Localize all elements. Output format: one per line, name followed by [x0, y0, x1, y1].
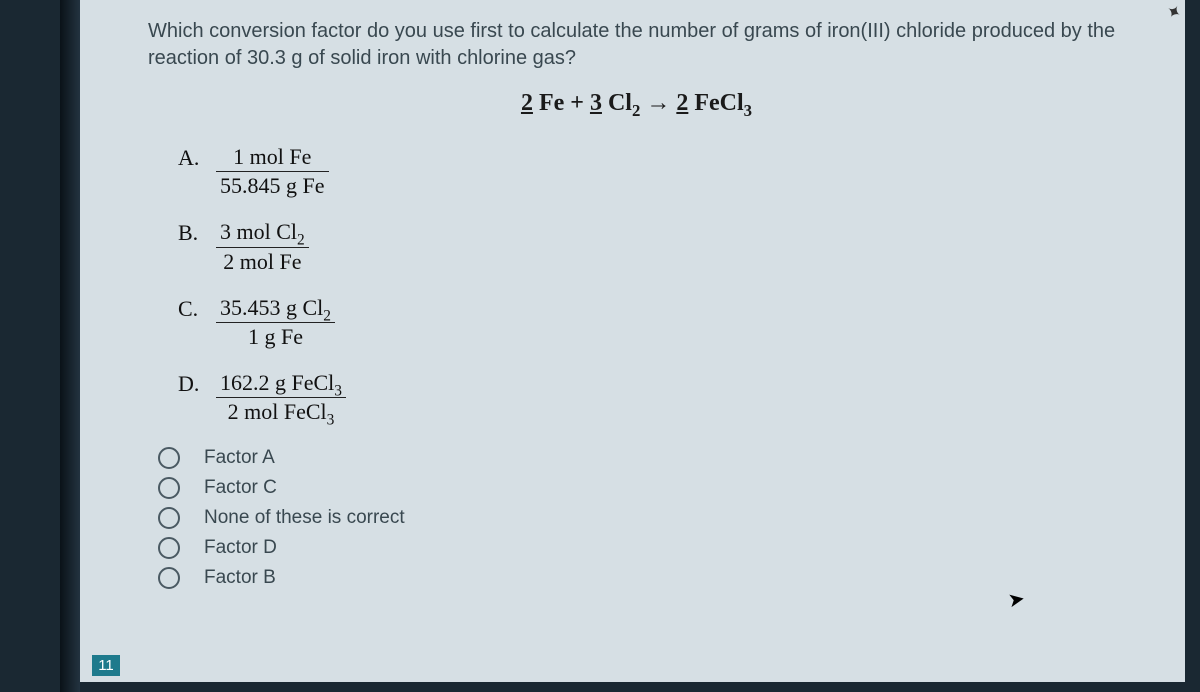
question-page: ✦ Which conversion factor do you use fir…: [80, 0, 1185, 682]
choice-d: D. 162.2 g FeCl3 2 mol FeCl3: [178, 371, 1125, 424]
eq-coef-c: 2: [676, 90, 688, 116]
eq-plus: +: [570, 90, 584, 116]
choice-c-num: 35.453 g Cl2: [216, 296, 335, 323]
choice-d-letter: D.: [178, 371, 216, 397]
question-text: Which conversion factor do you use first…: [148, 18, 1125, 72]
radio-option-3[interactable]: Factor D: [158, 537, 1125, 559]
choice-a-den: 55.845 g Fe: [216, 172, 329, 198]
radio-option-2[interactable]: None of these is correct: [158, 507, 1125, 529]
radio-circle-icon: [158, 447, 180, 469]
pin-icon: ✦: [1162, 0, 1186, 25]
page-left-edge: [60, 0, 80, 692]
radio-circle-icon: [158, 477, 180, 499]
radio-option-1[interactable]: Factor C: [158, 477, 1125, 499]
choice-a-num: 1 mol Fe: [216, 145, 329, 172]
choice-a-letter: A.: [178, 145, 216, 171]
choice-d-num: 162.2 g FeCl3: [216, 371, 346, 398]
radio-circle-icon: [158, 507, 180, 529]
choice-c: C. 35.453 g Cl2 1 g Fe: [178, 296, 1125, 349]
eq-species-a: Fe: [539, 90, 564, 116]
choice-b-num: 3 mol Cl2: [216, 220, 309, 247]
choice-c-den: 1 g Fe: [216, 323, 335, 349]
radio-options: Factor A Factor C None of these is corre…: [158, 447, 1125, 589]
radio-circle-icon: [158, 537, 180, 559]
radio-label-0: Factor A: [204, 447, 275, 469]
radio-label-4: Factor B: [204, 567, 276, 589]
radio-circle-icon: [158, 567, 180, 589]
radio-option-0[interactable]: Factor A: [158, 447, 1125, 469]
answer-choices: A. 1 mol Fe 55.845 g Fe B. 3 mol Cl2 2 m…: [178, 145, 1125, 425]
eq-arrow: →: [646, 90, 670, 116]
choice-a: A. 1 mol Fe 55.845 g Fe: [178, 145, 1125, 198]
choice-b-fraction: 3 mol Cl2 2 mol Fe: [216, 220, 309, 273]
radio-label-3: Factor D: [204, 537, 277, 559]
question-number-badge: 11: [92, 655, 120, 676]
choice-d-den: 2 mol FeCl3: [216, 398, 346, 424]
radio-label-1: Factor C: [204, 477, 277, 499]
radio-label-2: None of these is correct: [204, 507, 405, 529]
choice-b: B. 3 mol Cl2 2 mol Fe: [178, 220, 1125, 273]
choice-c-fraction: 35.453 g Cl2 1 g Fe: [216, 296, 335, 349]
eq-species-b: Cl2: [608, 90, 640, 116]
eq-coef-b: 3: [590, 90, 602, 116]
radio-option-4[interactable]: Factor B: [158, 567, 1125, 589]
eq-coef-a: 2: [521, 90, 533, 116]
cursor-icon: ➤: [1006, 586, 1027, 614]
choice-b-den: 2 mol Fe: [216, 248, 309, 274]
choice-b-letter: B.: [178, 220, 216, 246]
choice-a-fraction: 1 mol Fe 55.845 g Fe: [216, 145, 329, 198]
choice-d-fraction: 162.2 g FeCl3 2 mol FeCl3: [216, 371, 346, 424]
chemical-equation: 2 Fe + 3 Cl2 → 2 FeCl3: [148, 90, 1125, 117]
choice-c-letter: C.: [178, 296, 216, 322]
eq-species-c: FeCl3: [694, 90, 752, 116]
